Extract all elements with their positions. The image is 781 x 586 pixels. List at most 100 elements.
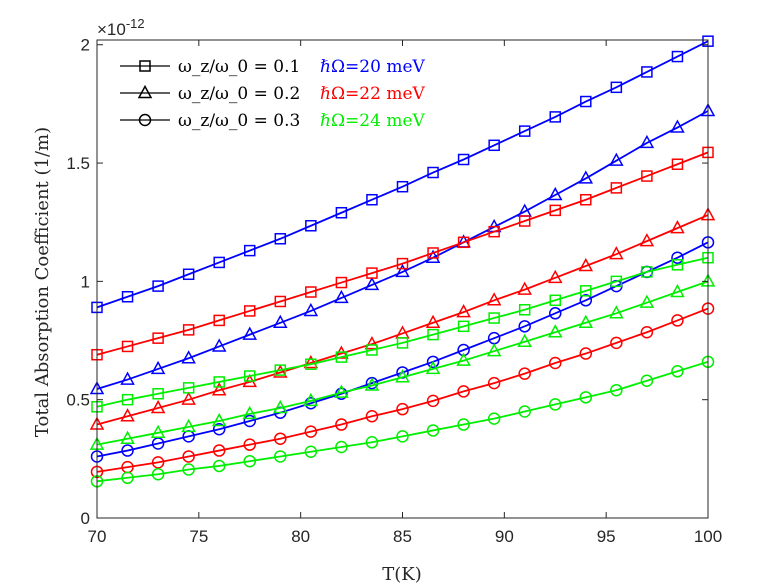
series-0-point-19 (671, 50, 684, 63)
series-5-point-16 (579, 347, 593, 360)
series-8-point-7 (304, 445, 318, 458)
series-7-point-13 (486, 343, 502, 357)
series-4 (89, 207, 716, 430)
series-0-point-1 (121, 290, 134, 303)
series-3-point-2 (152, 332, 164, 344)
series-0-point-2 (152, 280, 164, 292)
series-1-point-1 (120, 371, 135, 385)
series-6-point-6 (274, 364, 287, 376)
series-8-point-16 (579, 391, 593, 404)
legend-marker-label-1: ω_z/ω_0 = 0.2 (178, 84, 300, 104)
y-tick-label-2: 1 (81, 272, 90, 291)
series-2-point-14 (518, 320, 531, 333)
axes-layer: 70 75 80 85 90 95 100 0 0.5 1 1.5 2 (66, 36, 722, 546)
series-1-line (96, 110, 709, 390)
x-tick-label-5: 95 (597, 527, 616, 546)
series-0-point-6 (274, 233, 287, 245)
series-7-point-15 (547, 324, 563, 338)
legend-color-label-2: ℏΩ=24 meV (320, 111, 426, 131)
series-7-point-17 (609, 305, 624, 319)
series-5-line (96, 307, 709, 473)
series-4-line (96, 214, 709, 426)
series-8-point-14 (518, 405, 531, 418)
series-4-point-19 (670, 220, 685, 234)
series-0-point-9 (366, 193, 378, 206)
series-1-point-6 (273, 314, 288, 329)
series-3-point-1 (121, 340, 134, 353)
series-8-point-13 (487, 412, 501, 425)
series-6-point-17 (610, 275, 623, 288)
series-7-point-10 (395, 369, 410, 383)
series-7-point-16 (578, 314, 594, 329)
y-axis-label: Total Absorption Coefficient (1/m) (32, 127, 53, 437)
series-8-point-17 (610, 383, 623, 397)
series-7-line (96, 280, 709, 446)
series-6-point-16 (580, 285, 592, 297)
series-5-point-6 (274, 432, 287, 445)
series-3-point-11 (427, 247, 439, 259)
series-0-point-18 (641, 66, 653, 78)
series-0-point-5 (244, 244, 256, 257)
series-8-point-10 (396, 430, 409, 443)
series-7-point-19 (670, 283, 685, 298)
series-6-point-11 (427, 328, 439, 341)
series-7-point-7 (303, 392, 319, 407)
series-3-point-12 (457, 236, 470, 249)
series-4-point-12 (456, 304, 471, 318)
series-7-point-12 (456, 352, 471, 366)
series-1-point-15 (547, 186, 563, 201)
series-2-point-16 (579, 294, 593, 307)
y-tick-label-1: 0.5 (66, 391, 90, 410)
series-7-point-6 (273, 399, 288, 414)
series-2-point-5 (243, 414, 256, 428)
series-5-point-19 (671, 314, 684, 327)
series-4-point-11 (425, 314, 441, 329)
series-5-point-8 (335, 418, 348, 431)
legend-color-label-0: ℏΩ=20 meV (320, 57, 426, 77)
x-tick-label-0: 70 (88, 527, 107, 546)
series-5-point-18 (640, 325, 654, 339)
series-3-point-6 (274, 295, 287, 308)
legend-marker-label-0: ω_z/ω_0 = 0.1 (178, 57, 300, 77)
series-0-point-3 (182, 268, 195, 281)
series-8-point-6 (274, 450, 287, 463)
series-6-point-13 (488, 312, 500, 324)
series-6-point-5 (244, 370, 256, 382)
legend-marker-1 (137, 84, 153, 99)
series-0-point-17 (610, 81, 623, 94)
y-tick-label-0: 0 (81, 509, 90, 528)
series-2-line (96, 241, 709, 458)
series-5-point-2 (151, 456, 165, 469)
x-tick-label-3: 85 (393, 527, 412, 546)
series-5-point-9 (365, 409, 379, 423)
series-0-point-7 (305, 220, 317, 232)
y-exponent: ×10-12 (97, 16, 145, 39)
series-6-point-8 (335, 351, 348, 363)
series-3 (91, 146, 714, 361)
series-0-point-10 (396, 180, 409, 193)
series-7-point-2 (150, 424, 166, 439)
series-1-point-9 (364, 276, 380, 291)
series-5-point-5 (243, 438, 256, 451)
series-1-point-4 (211, 338, 227, 352)
series-3-point-14 (518, 215, 531, 227)
series-1-point-5 (242, 326, 258, 340)
series-3-point-10 (396, 257, 409, 270)
series-0-point-12 (457, 153, 470, 166)
series-1-point-16 (578, 170, 594, 184)
series-7-point-3 (181, 418, 196, 433)
series-3-point-18 (641, 170, 653, 182)
series-5-point-10 (396, 402, 409, 416)
series-3-point-3 (182, 324, 195, 336)
series-5-point-17 (610, 336, 623, 350)
series-3-point-5 (244, 305, 256, 317)
series-2-point-15 (549, 307, 562, 320)
series-1-point-8 (334, 289, 349, 304)
series-4-point-1 (120, 408, 135, 422)
series-1-point-10 (395, 263, 410, 278)
series-6-point-10 (396, 337, 409, 349)
series-5-point-13 (487, 376, 501, 390)
series-1-point-19 (670, 119, 685, 133)
series-1 (89, 102, 716, 395)
series-0-point-8 (335, 206, 348, 219)
